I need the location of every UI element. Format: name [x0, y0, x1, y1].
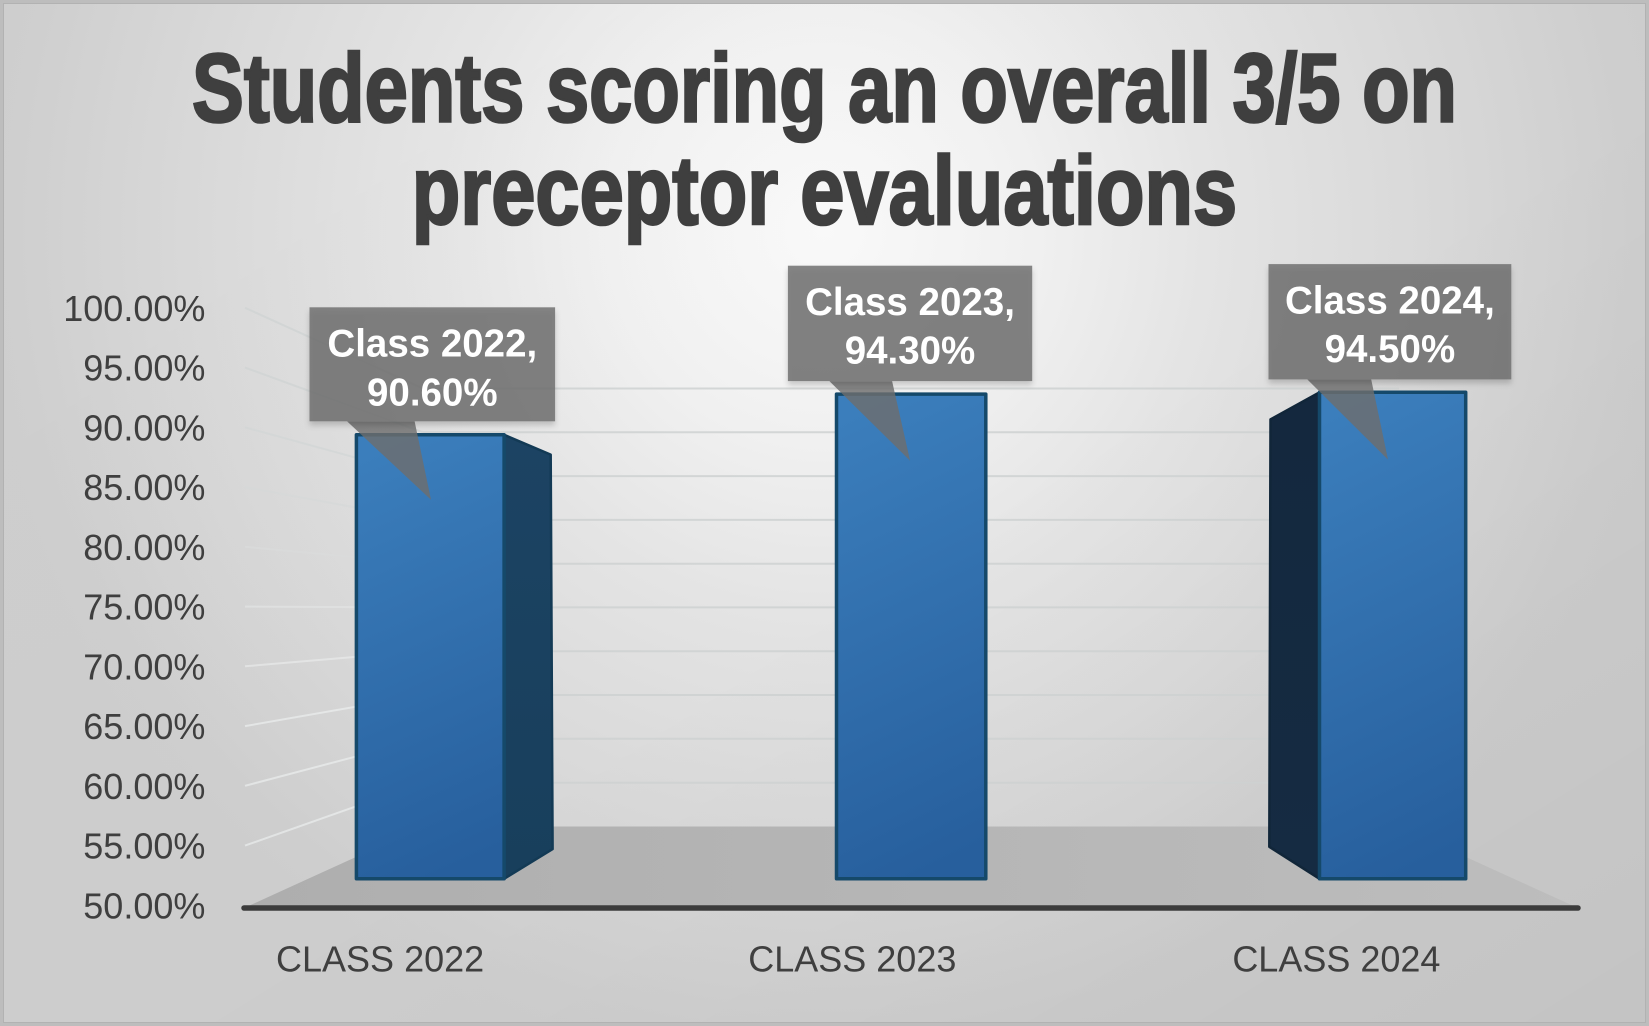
- svg-text:60.00%: 60.00%: [83, 766, 205, 807]
- svg-text:94.30%: 94.30%: [845, 330, 976, 373]
- svg-text:CLASS 2023: CLASS 2023: [748, 939, 956, 980]
- svg-text:75.00%: 75.00%: [83, 587, 205, 628]
- svg-text:100.00%: 100.00%: [63, 288, 205, 329]
- svg-text:80.00%: 80.00%: [83, 527, 205, 568]
- svg-text:94.50%: 94.50%: [1325, 328, 1456, 371]
- svg-text:Class 2022,: Class 2022,: [327, 323, 537, 366]
- svg-text:90.00%: 90.00%: [83, 407, 205, 448]
- svg-text:CLASS 2024: CLASS 2024: [1232, 939, 1440, 980]
- svg-text:85.00%: 85.00%: [83, 467, 205, 508]
- svg-text:65.00%: 65.00%: [83, 706, 205, 747]
- svg-text:Class 2023,: Class 2023,: [805, 281, 1015, 324]
- svg-text:95.00%: 95.00%: [83, 348, 205, 389]
- svg-text:70.00%: 70.00%: [83, 646, 205, 687]
- svg-text:90.60%: 90.60%: [367, 371, 498, 414]
- svg-text:50.00%: 50.00%: [83, 885, 205, 926]
- svg-text:CLASS 2022: CLASS 2022: [276, 939, 484, 980]
- svg-text:55.00%: 55.00%: [83, 826, 205, 867]
- svg-text:Class 2024,: Class 2024,: [1285, 279, 1495, 322]
- svg-text:Students scoring an overall 3/: Students scoring an overall 3/5 on: [192, 33, 1457, 142]
- svg-text:preceptor evaluations: preceptor evaluations: [412, 136, 1237, 244]
